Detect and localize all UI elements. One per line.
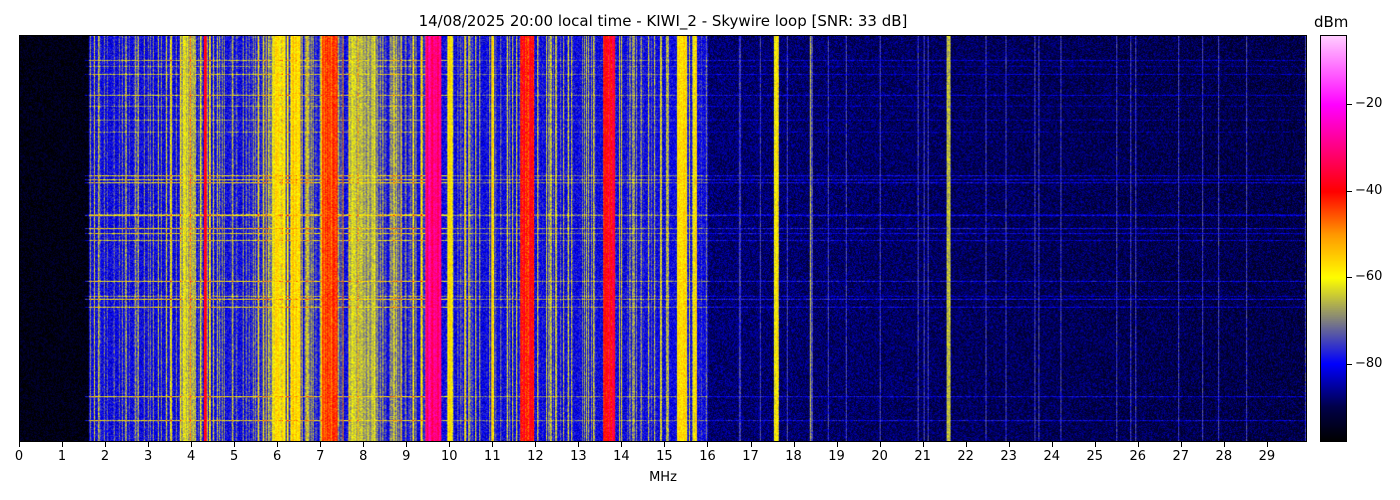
x-tick — [406, 442, 408, 447]
x-tick-label: 0 — [14, 449, 24, 464]
x-tick — [148, 442, 150, 447]
x-tick-label: 21 — [914, 449, 931, 464]
x-tick-label: 26 — [1129, 449, 1147, 464]
x-tick-label: 6 — [273, 449, 282, 464]
colorbar-tick — [1347, 190, 1352, 192]
x-tick-label: 10 — [441, 449, 458, 464]
x-tick-label: 9 — [402, 449, 411, 464]
x-tick — [1051, 442, 1053, 447]
x-tick — [535, 442, 537, 447]
chart-title: 14/08/2025 20:00 local time - KIWI_2 - S… — [418, 12, 908, 30]
x-tick — [707, 442, 709, 447]
x-tick — [578, 442, 580, 447]
x-tick-label: 1 — [57, 449, 67, 464]
x-tick-label: 2 — [100, 449, 110, 464]
colorbar — [1320, 35, 1347, 442]
x-tick-label: 22 — [957, 449, 974, 464]
x-tick-label: 4 — [186, 449, 196, 464]
x-tick-label: 17 — [742, 449, 759, 464]
x-tick — [1008, 442, 1010, 447]
x-tick — [879, 442, 881, 447]
colorbar-tick — [1347, 364, 1352, 366]
x-tick — [922, 442, 924, 447]
colorbar-tick-label: −80 — [1355, 356, 1383, 372]
x-tick — [1094, 442, 1096, 447]
x-tick-label: 7 — [316, 449, 325, 464]
x-tick-label: 12 — [527, 449, 544, 464]
x-tick-label: 8 — [359, 449, 368, 464]
x-tick-label: 29 — [1258, 449, 1276, 464]
x-tick — [277, 442, 279, 447]
colorbar-tick — [1347, 104, 1352, 106]
x-tick-label: 11 — [484, 449, 501, 464]
colorbar-tick-label: −40 — [1355, 182, 1383, 198]
x-tick-label: 18 — [785, 449, 802, 464]
x-tick-label: 28 — [1215, 449, 1233, 464]
x-tick — [750, 442, 752, 447]
colorbar-tick — [1347, 277, 1352, 279]
x-tick — [1180, 442, 1182, 447]
colorbar-tick-label: −20 — [1355, 96, 1383, 112]
x-tick — [234, 442, 236, 447]
x-tick-label: 16 — [699, 449, 716, 464]
x-tick — [1137, 442, 1139, 447]
x-tick — [492, 442, 494, 447]
x-tick — [191, 442, 193, 447]
x-tick — [1223, 442, 1225, 447]
x-tick — [836, 442, 838, 447]
x-tick — [62, 442, 64, 447]
x-tick-label: 19 — [828, 449, 845, 464]
colorbar-label: dBm — [1314, 13, 1349, 31]
x-tick — [793, 442, 795, 447]
x-tick — [965, 442, 967, 447]
x-tick — [320, 442, 322, 447]
x-tick — [621, 442, 623, 447]
x-tick — [664, 442, 666, 447]
x-tick-label: 3 — [143, 449, 153, 464]
x-tick-label: 5 — [230, 449, 239, 464]
x-tick — [19, 442, 20, 447]
x-tick-label: 24 — [1043, 449, 1060, 464]
x-tick-label: 25 — [1086, 449, 1104, 464]
x-tick — [1266, 442, 1268, 447]
x-tick-label: 15 — [656, 449, 673, 464]
x-tick-label: 23 — [1000, 449, 1017, 464]
x-tick — [449, 442, 451, 447]
x-tick-label: 27 — [1172, 449, 1190, 464]
x-tick-label: 20 — [871, 449, 888, 464]
waterfall-heatmap — [19, 35, 1307, 442]
x-tick — [105, 442, 107, 447]
x-tick-label: 14 — [613, 449, 630, 464]
colorbar-tick-label: −60 — [1355, 269, 1383, 285]
x-axis-label: MHz — [649, 470, 677, 485]
x-tick — [363, 442, 365, 447]
x-tick-label: 13 — [570, 449, 587, 464]
